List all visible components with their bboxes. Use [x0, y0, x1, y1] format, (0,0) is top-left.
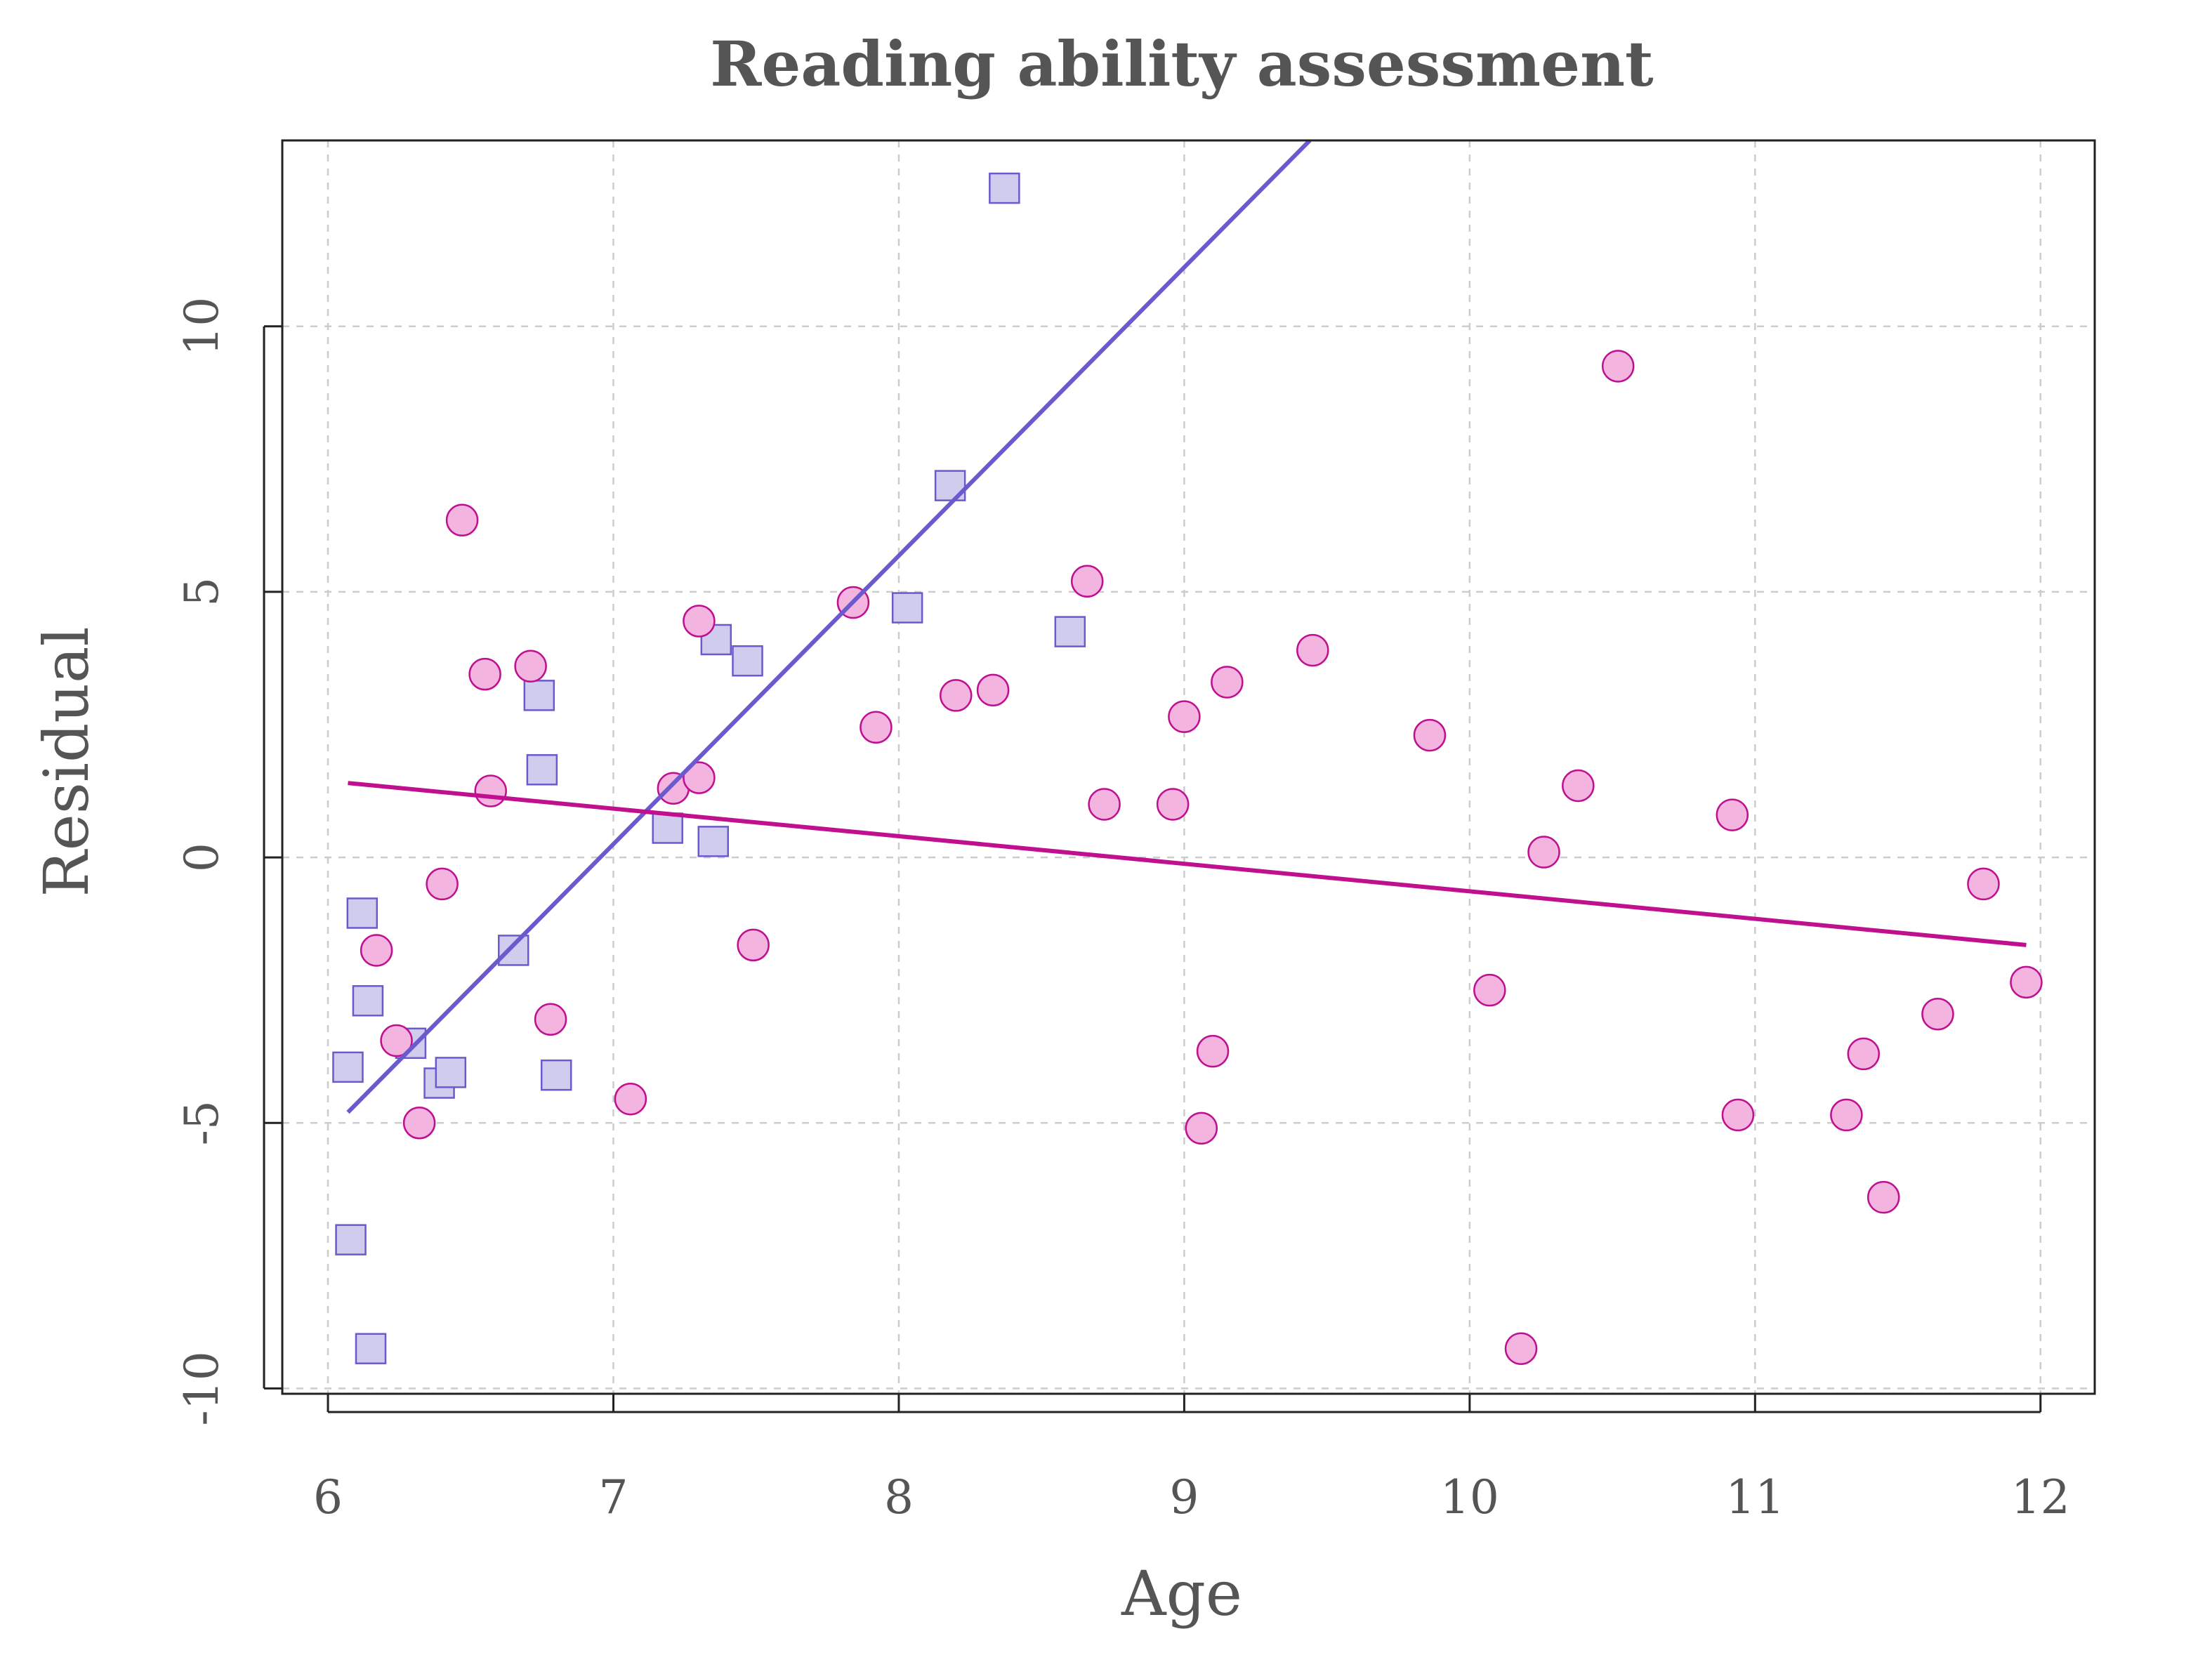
circle-point — [1847, 1037, 1881, 1071]
circle-point — [534, 1003, 567, 1036]
x-tick-label: 11 — [1725, 1470, 1784, 1524]
y-axis-title: Residual — [30, 626, 103, 897]
circle-point — [860, 711, 893, 744]
circle-point — [1088, 788, 1121, 821]
circle-point — [468, 657, 501, 691]
square-point — [989, 172, 1020, 204]
circle-point — [1156, 788, 1190, 821]
square-point — [355, 1333, 387, 1364]
circle-point — [2010, 965, 2043, 999]
series-2-group — [360, 350, 2043, 1365]
x-tick-label: 9 — [1169, 1470, 1199, 1524]
circle-point — [1168, 700, 1201, 733]
square-point — [1054, 616, 1086, 647]
x-tick-label: 12 — [2011, 1470, 2070, 1524]
square-point — [891, 592, 923, 624]
series-1-group — [332, 172, 1086, 1364]
circle-point — [1562, 769, 1595, 803]
square-point — [526, 754, 558, 786]
circle-point — [737, 928, 770, 962]
square-point — [335, 1224, 367, 1255]
square-point — [652, 812, 683, 844]
circle-point — [402, 1107, 436, 1140]
circle-point — [1921, 997, 1954, 1031]
x-tick-label: 7 — [598, 1470, 628, 1524]
series-2-fit-line — [348, 781, 2027, 947]
circle-point — [683, 761, 716, 794]
circle-point — [1473, 973, 1506, 1007]
circle-point — [474, 774, 507, 807]
square-point — [435, 1057, 467, 1088]
circle-point — [1527, 836, 1560, 869]
square-point — [497, 935, 529, 966]
circle-point — [360, 934, 393, 967]
x-tick-label: 6 — [313, 1470, 343, 1524]
circle-point — [1504, 1332, 1538, 1365]
square-point — [332, 1051, 364, 1083]
circle-point — [614, 1082, 647, 1116]
circle-point — [1721, 1098, 1755, 1132]
circle-point — [514, 649, 547, 683]
chart-title: Reading ability assessment — [710, 27, 1654, 100]
circle-point — [426, 867, 459, 901]
y-tick-label: 10 — [175, 297, 229, 356]
square-point — [346, 897, 378, 929]
circle-point — [1716, 798, 1749, 831]
y-tick-label: -5 — [175, 1100, 229, 1145]
square-point — [732, 645, 763, 677]
x-axis-title: Age — [1121, 1557, 1242, 1630]
series-1-fit-line — [346, 140, 1312, 1114]
x-tick-label: 10 — [1440, 1470, 1499, 1524]
circle-point — [1830, 1098, 1863, 1132]
y-tick-label: -10 — [175, 1351, 229, 1425]
square-point — [352, 985, 384, 1017]
y-tick-label: 0 — [175, 843, 229, 872]
data-series — [332, 140, 2043, 1365]
circle-point — [683, 605, 716, 638]
circle-point — [1413, 718, 1447, 752]
circle-point — [939, 679, 973, 712]
plot-frame — [281, 139, 2096, 1395]
square-point — [523, 680, 555, 711]
y-tick-label: 5 — [175, 577, 229, 607]
x-tick-label: 8 — [884, 1470, 914, 1524]
circle-point — [1967, 867, 2000, 901]
circle-point — [445, 503, 479, 537]
circle-point — [1867, 1180, 1900, 1214]
circle-point — [976, 673, 1010, 707]
circle-point — [1185, 1112, 1218, 1145]
grid-lines — [282, 140, 2095, 1394]
circle-point — [1196, 1034, 1230, 1068]
circle-point — [1601, 350, 1635, 383]
square-point — [697, 826, 729, 857]
circle-point — [1211, 666, 1244, 699]
circle-point — [1070, 565, 1104, 598]
square-point — [540, 1059, 572, 1091]
circle-point — [1296, 633, 1329, 667]
axes: 6 7 8 9 10 11 12 -10 -5 0 5 10 — [175, 297, 2070, 1524]
circle-point — [380, 1024, 413, 1057]
